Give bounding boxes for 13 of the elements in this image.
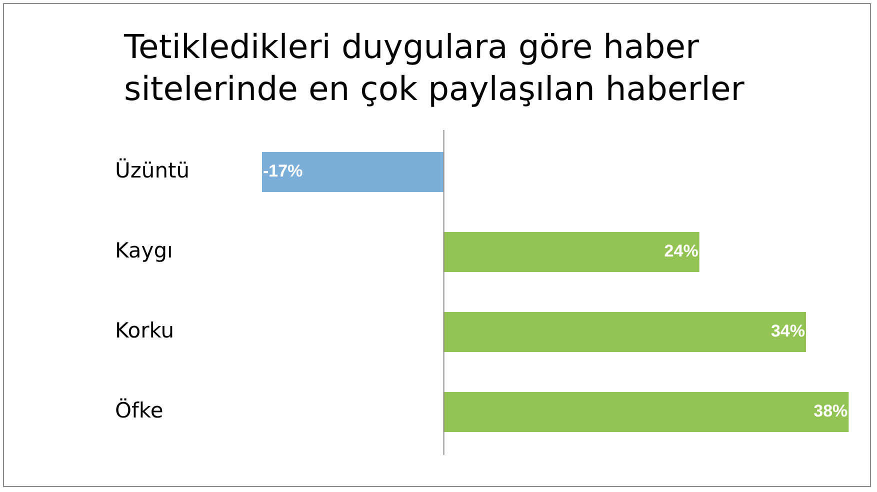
bar <box>443 232 700 272</box>
chart-title: Tetikledikleri duygulara göre haber sitelerinde en çok paylaşılan haberler <box>124 26 746 110</box>
data-label: 34% <box>770 322 805 341</box>
y-tick-label: Korku <box>115 318 174 342</box>
bar <box>262 152 444 192</box>
data-label: -17% <box>263 162 303 181</box>
bar <box>443 312 806 352</box>
y-tick-label: Kaygı <box>115 238 173 262</box>
data-label: 38% <box>814 402 848 421</box>
y-tick-label: Öfke <box>115 397 164 422</box>
bar <box>443 392 849 432</box>
y-tick-label: Üzüntü <box>115 157 190 182</box>
data-label: 24% <box>664 242 698 261</box>
